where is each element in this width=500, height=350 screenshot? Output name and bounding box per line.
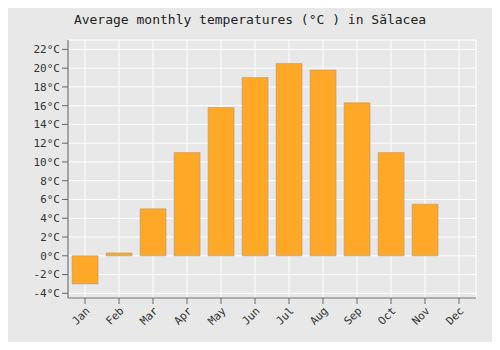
svg-text:Apr: Apr (171, 304, 195, 328)
svg-text:Oct: Oct (375, 304, 398, 327)
svg-text:-4°C: -4°C (34, 287, 61, 300)
svg-text:Nov: Nov (409, 304, 433, 328)
svg-text:14°C: 14°C (34, 118, 61, 131)
svg-text:22°C: 22°C (34, 43, 61, 56)
svg-text:18°C: 18°C (34, 81, 61, 94)
svg-text:Feb: Feb (103, 304, 126, 327)
svg-text:Jan: Jan (69, 304, 92, 327)
svg-text:Jun: Jun (239, 304, 262, 327)
svg-text:20°C: 20°C (34, 62, 61, 75)
svg-text:16°C: 16°C (34, 100, 61, 113)
svg-text:Sep: Sep (341, 304, 364, 327)
svg-text:May: May (205, 304, 229, 328)
svg-text:6°C: 6°C (40, 193, 60, 206)
svg-text:12°C: 12°C (34, 137, 61, 150)
svg-text:10°C: 10°C (34, 156, 61, 169)
svg-text:Aug: Aug (307, 304, 330, 327)
svg-text:-2°C: -2°C (34, 268, 61, 281)
svg-text:Mar: Mar (137, 304, 161, 328)
svg-text:2°C: 2°C (40, 231, 60, 244)
svg-text:Dec: Dec (443, 304, 466, 327)
svg-text:Jul: Jul (273, 304, 296, 327)
svg-text:4°C: 4°C (40, 212, 60, 225)
html-text:Average monthly temperatures (: Average monthly temperatures (°C ) in Să… (73, 12, 427, 27)
svg-text:0°C: 0°C (40, 250, 60, 263)
svg-text:8°C: 8°C (40, 175, 60, 188)
